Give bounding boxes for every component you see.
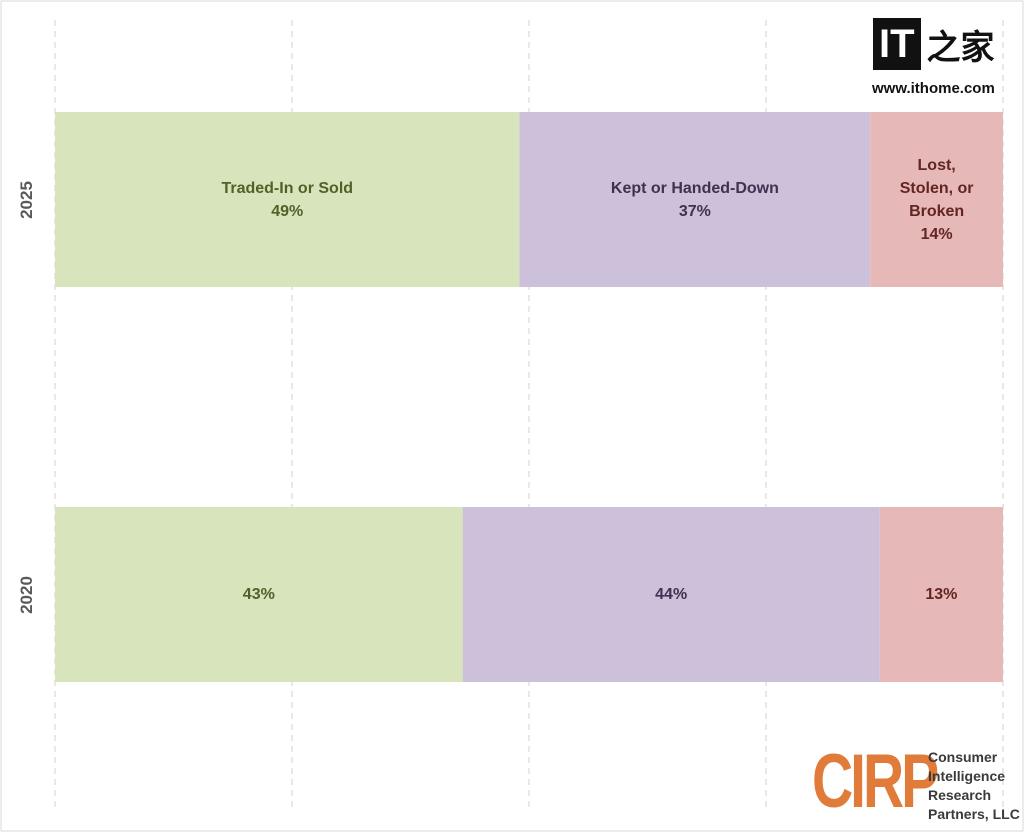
y-tick-label: 2025 xyxy=(17,180,36,219)
source-name: Consumer Intelligence Research Partners,… xyxy=(928,749,1020,822)
bar-label: 44% xyxy=(463,507,880,682)
bar-label: 13% xyxy=(880,507,1003,682)
value-label: 14% xyxy=(920,225,953,243)
bar-label: Kept or Handed-Down 37% xyxy=(520,112,871,287)
value-label: 49% xyxy=(271,202,304,220)
series-name: Traded-In or Sold xyxy=(221,179,354,197)
bar-segment xyxy=(870,112,1003,287)
bar-segment xyxy=(462,507,880,682)
value-label: 43% xyxy=(242,586,275,603)
watermark-url: www.ithome.com xyxy=(872,80,995,97)
bar-segment xyxy=(55,507,463,682)
bar-segment xyxy=(879,507,1003,682)
value-label: 13% xyxy=(925,586,958,603)
bar-label: 43% xyxy=(55,507,463,682)
value-label: 44% xyxy=(655,586,688,603)
value-label: 37% xyxy=(678,202,711,220)
bar-label: Lost, Stolen, or Broken 14% xyxy=(870,112,1003,287)
series-name: Lost, Stolen, or Broken xyxy=(899,156,974,220)
bar-segment xyxy=(519,112,871,287)
source-mark: CIRP xyxy=(812,739,939,824)
series-name: Kept or Handed-Down xyxy=(610,179,779,197)
bar-segment xyxy=(55,112,520,287)
watermark-logo: IT 之家 xyxy=(873,18,995,70)
bar-label: Traded-In or Sold 49% xyxy=(55,112,520,287)
y-tick-label: 2020 xyxy=(17,575,36,614)
